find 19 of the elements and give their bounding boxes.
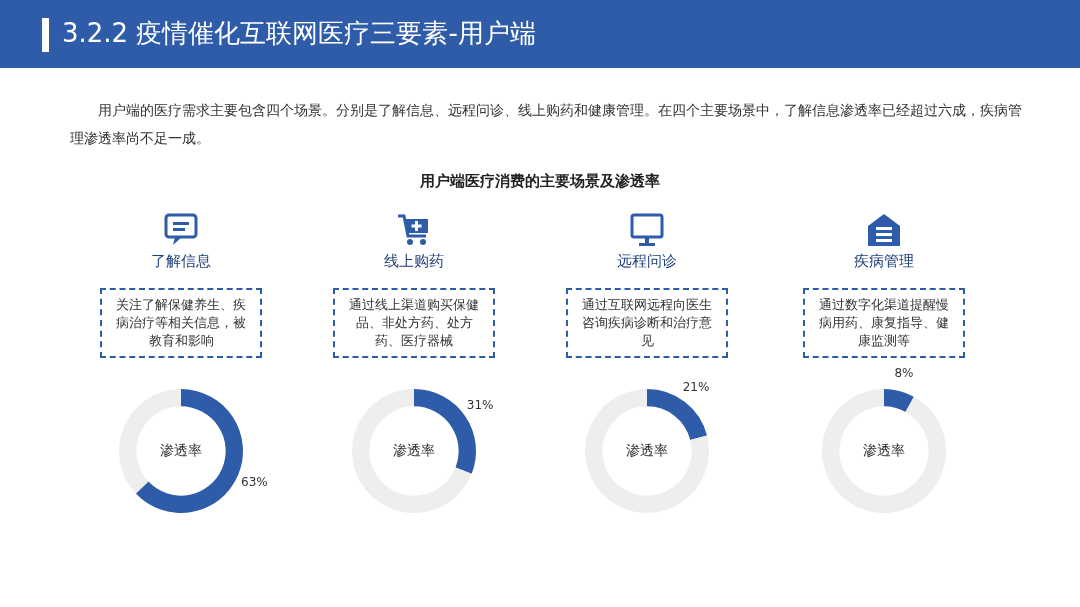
- text: 通过线上渠道购买保健品、非处方药、处方药、医疗器械: [333, 288, 495, 358]
- text: 通过数字化渠道提醒慢病用药、康复指导、健康监测等: [803, 288, 965, 358]
- slice-label: 渗透率: [393, 441, 435, 458]
- data-label: 8%: [894, 365, 914, 380]
- data-label: 21%: [682, 379, 710, 394]
- chart-title: 疾病管理: [853, 252, 915, 271]
- chart-title: 了解信息: [150, 252, 212, 271]
- text: 3.2.2 疫情催化互联网医疗三要素-用户端: [62, 17, 536, 50]
- data-label: 63%: [241, 474, 268, 489]
- chart-title: 线上购药: [383, 252, 445, 271]
- slice-label: 渗透率: [160, 441, 202, 458]
- text: 用户端医疗消费的主要场景及渗透率: [419, 172, 661, 191]
- text: 用户端的医疗需求主要包含四个场景。分别是了解信息、远程问诊、线上购药和健康管理。在四个主要场景中，了解信息渗透率已经超过六成，疾病管理渗透率尚不足一成。: [70, 101, 1023, 148]
- chart-title: 远程问诊: [616, 252, 678, 271]
- text: 通过互联网远程向医生咨询疾病诊断和治疗意见: [566, 288, 728, 358]
- data-label: 31%: [466, 398, 494, 413]
- slice-label: 渗透率: [863, 441, 905, 458]
- text: 关注了解保健养生、疾病治疗等相关信息，被教育和影响: [100, 288, 262, 358]
- slice-label: 渗透率: [626, 441, 668, 458]
